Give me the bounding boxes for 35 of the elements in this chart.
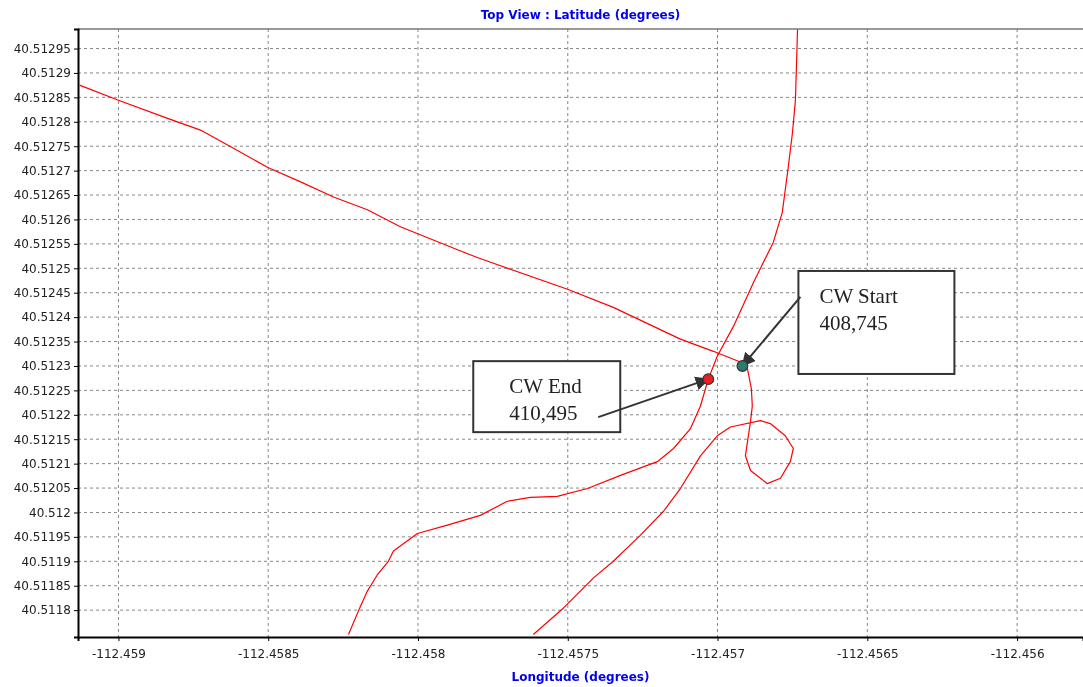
annotation: CW Start 408,745 xyxy=(819,283,898,335)
y-tick-label: 40.5118 xyxy=(21,603,71,618)
x-tick-label: -112.459 xyxy=(91,647,146,662)
y-tick-label: 40.51185 xyxy=(13,579,71,594)
y-tick-label: 40.5119 xyxy=(21,554,71,569)
y-tick-label: 40.5122 xyxy=(21,408,71,423)
y-tick-label: 40.51295 xyxy=(13,41,71,56)
y-tick-label: 40.51195 xyxy=(13,530,71,545)
y-tick-label: 40.51265 xyxy=(13,188,71,203)
annotation: CW End 410,495 xyxy=(509,374,583,426)
y-tick-label: 40.5126 xyxy=(21,212,71,227)
x-tick-label: -112.457 xyxy=(691,647,746,662)
y-tick-label: 40.51285 xyxy=(13,90,71,105)
y-tick-label: 40.51225 xyxy=(13,383,71,398)
y-tick-label: 40.51275 xyxy=(13,139,71,154)
x-axis-title: Longitude (degrees) xyxy=(511,670,650,684)
y-tick-label: 40.51245 xyxy=(13,286,71,301)
y-tick-label: 40.5123 xyxy=(21,359,71,374)
y-tick-label: 40.51205 xyxy=(13,481,71,496)
y-tick-label: 40.5124 xyxy=(21,310,71,325)
x-tick-label: -112.456 xyxy=(990,647,1045,662)
chart-title: Top View : Latitude (degrees) xyxy=(480,8,681,22)
x-tick-label: -112.458 xyxy=(391,647,446,662)
y-tick-label: 40.51255 xyxy=(13,237,71,252)
x-tick-label: -112.4565 xyxy=(837,647,899,662)
y-tick-label: 40.51215 xyxy=(13,432,71,447)
y-tick-label: 40.5127 xyxy=(21,163,71,178)
y-tick-label: 40.5121 xyxy=(21,456,71,471)
y-tick-label: 40.51235 xyxy=(13,334,71,349)
y-tick-label: 40.5128 xyxy=(21,115,71,130)
y-tick-label: 40.5125 xyxy=(21,261,71,276)
x-tick-label: -112.4575 xyxy=(537,647,600,662)
y-tick-label: 40.5129 xyxy=(21,66,71,81)
y-tick-label: 40.512 xyxy=(29,505,71,520)
x-tick-label: -112.4585 xyxy=(237,647,300,662)
